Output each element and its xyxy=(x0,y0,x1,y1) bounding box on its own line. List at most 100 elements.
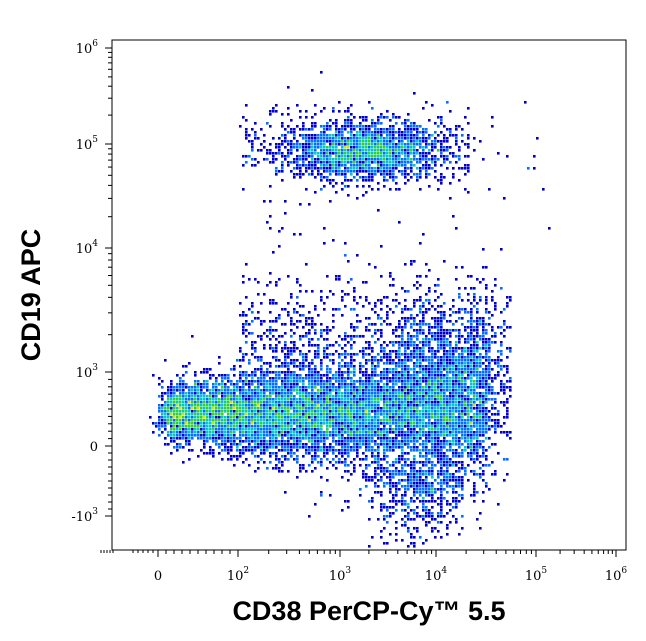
density-dot xyxy=(473,137,476,140)
density-dot xyxy=(497,374,500,377)
density-dot xyxy=(320,386,323,389)
density-dot xyxy=(347,428,350,431)
density-dot xyxy=(398,128,401,131)
density-dot xyxy=(410,398,413,401)
density-dot xyxy=(164,359,167,362)
density-dot xyxy=(344,362,347,365)
density-dot xyxy=(254,419,257,422)
density-dot xyxy=(254,278,257,281)
density-dot xyxy=(203,446,206,449)
density-dot xyxy=(464,446,467,449)
density-dot xyxy=(323,155,326,158)
density-dot xyxy=(332,407,335,410)
density-dot xyxy=(326,449,329,452)
density-dot xyxy=(386,443,389,446)
density-dot xyxy=(227,452,230,455)
density-dot xyxy=(350,125,353,128)
density-dot xyxy=(170,395,173,398)
density-dot xyxy=(224,401,227,404)
density-dot xyxy=(407,503,410,506)
density-dot xyxy=(395,494,398,497)
density-dot xyxy=(467,425,470,428)
density-dot xyxy=(299,407,302,410)
density-dot xyxy=(413,446,416,449)
density-dot xyxy=(398,410,401,413)
density-dot xyxy=(461,377,464,380)
density-dot xyxy=(437,476,440,479)
density-dot xyxy=(437,443,440,446)
density-dot xyxy=(182,446,185,449)
density-dot xyxy=(446,422,449,425)
density-dot xyxy=(299,320,302,323)
density-dot xyxy=(425,500,428,503)
density-dot xyxy=(320,164,323,167)
density-dot xyxy=(311,425,314,428)
density-dot xyxy=(458,425,461,428)
density-dot xyxy=(491,296,494,299)
density-dot xyxy=(344,365,347,368)
density-dot xyxy=(239,428,242,431)
density-dot xyxy=(311,362,314,365)
density-dot xyxy=(365,392,368,395)
density-dot xyxy=(176,413,179,416)
density-dot xyxy=(425,539,428,542)
density-dot xyxy=(377,383,380,386)
density-dot xyxy=(158,422,161,425)
density-dot xyxy=(353,416,356,419)
density-dot xyxy=(509,431,512,434)
density-dot xyxy=(395,299,398,302)
density-dot xyxy=(392,350,395,353)
density-dot xyxy=(284,449,287,452)
density-dot xyxy=(320,368,323,371)
density-dot xyxy=(173,440,176,443)
density-dot xyxy=(452,497,455,500)
density-dot xyxy=(404,308,407,311)
density-dot xyxy=(311,461,314,464)
density-dot xyxy=(263,413,266,416)
density-dot xyxy=(353,389,356,392)
density-dot xyxy=(440,512,443,515)
density-dot xyxy=(308,143,311,146)
density-dot xyxy=(209,389,212,392)
density-dot xyxy=(314,332,317,335)
density-dot xyxy=(428,515,431,518)
density-dot xyxy=(395,500,398,503)
density-dot xyxy=(176,425,179,428)
density-dot xyxy=(365,143,368,146)
density-dot xyxy=(440,395,443,398)
density-dot xyxy=(353,443,356,446)
density-dot xyxy=(362,356,365,359)
density-dot xyxy=(287,431,290,434)
density-dot xyxy=(431,380,434,383)
density-dot xyxy=(416,176,419,179)
density-dot xyxy=(452,392,455,395)
density-dot xyxy=(371,119,374,122)
density-dot xyxy=(212,419,215,422)
density-dot xyxy=(386,314,389,317)
density-dot xyxy=(389,380,392,383)
density-dot xyxy=(449,431,452,434)
density-dot xyxy=(428,380,431,383)
density-dot xyxy=(218,413,221,416)
density-dot xyxy=(287,368,290,371)
density-dot xyxy=(221,374,224,377)
density-dot xyxy=(359,413,362,416)
density-dot xyxy=(407,134,410,137)
density-dot xyxy=(485,374,488,377)
density-dot xyxy=(473,320,476,323)
density-dot xyxy=(410,377,413,380)
density-dot xyxy=(401,404,404,407)
density-dot xyxy=(167,434,170,437)
density-dot xyxy=(452,422,455,425)
density-dot xyxy=(296,326,299,329)
density-dot xyxy=(194,401,197,404)
density-dot xyxy=(446,356,449,359)
density-dot xyxy=(428,458,431,461)
density-dot xyxy=(416,407,419,410)
density-dot xyxy=(209,422,212,425)
density-dot xyxy=(332,374,335,377)
density-dot xyxy=(371,365,374,368)
density-dot xyxy=(290,395,293,398)
density-dot xyxy=(479,416,482,419)
density-dot xyxy=(197,404,200,407)
